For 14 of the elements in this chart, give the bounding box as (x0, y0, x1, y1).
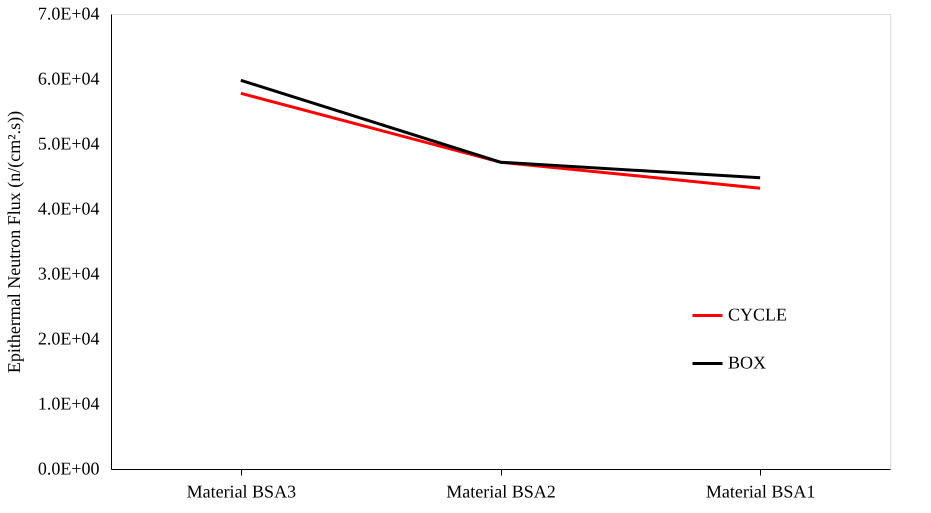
y-tick-label: 1.0E+04 (38, 394, 100, 414)
y-tick-label: 6.0E+04 (38, 68, 100, 88)
y-tick-label: 4.0E+04 (38, 198, 100, 218)
legend-label: CYCLE (728, 304, 788, 324)
x-tick-label: Material BSA1 (706, 482, 816, 502)
y-tick-label: 7.0E+04 (38, 4, 100, 24)
y-tick-label: 2.0E+04 (38, 328, 100, 348)
y-tick-label: 5.0E+04 (38, 134, 100, 154)
y-tick-label: 3.0E+04 (38, 264, 100, 284)
y-axis-title: Epithermal Neutron Flux (n/(cm².s)) (4, 110, 24, 374)
y-tick-label: 0.0E+00 (38, 458, 100, 478)
x-tick-label: Material BSA2 (446, 482, 556, 502)
x-tick-label: Material BSA3 (186, 482, 296, 502)
legend-label: BOX (728, 352, 766, 372)
